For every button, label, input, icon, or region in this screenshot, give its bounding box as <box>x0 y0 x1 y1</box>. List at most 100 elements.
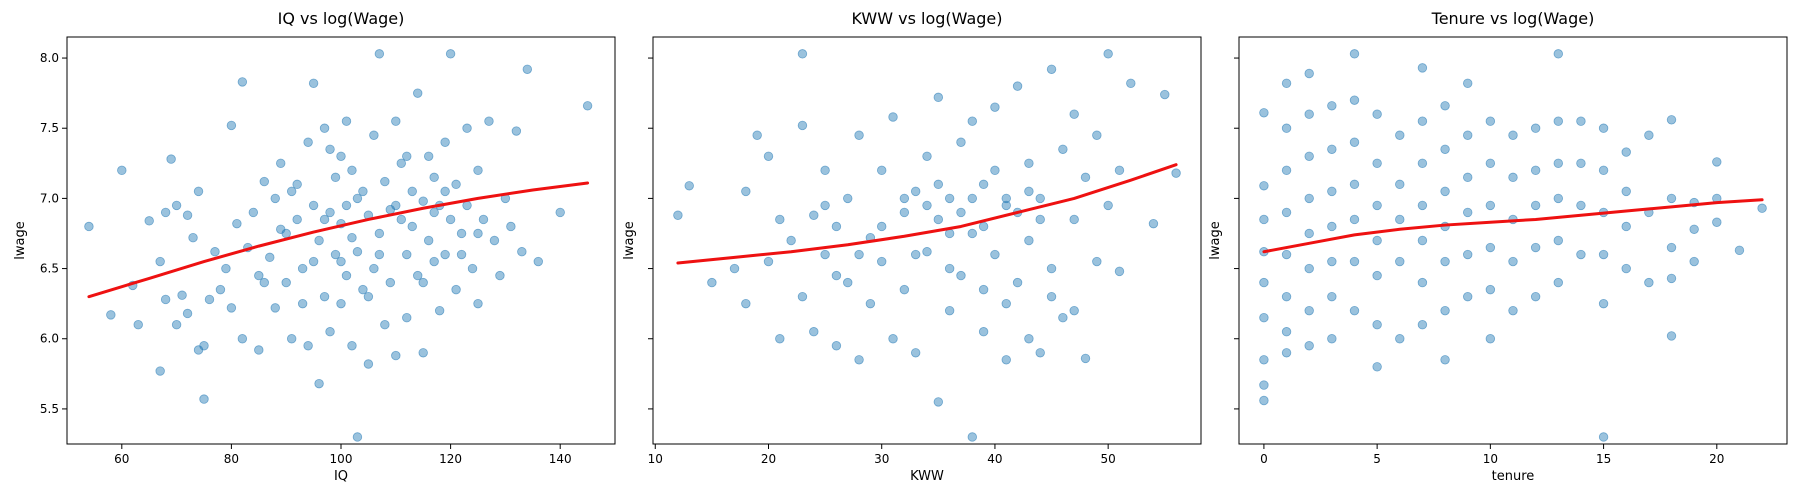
chart-panel-3: Tenure vs log(Wage) 0 5 10 15 20 tenure lwage <box>1208 9 1788 484</box>
scatter-point <box>1012 81 1023 91</box>
scatter-point <box>775 334 785 344</box>
x-tick-label: 5 <box>1373 452 1381 466</box>
scatter-point <box>308 78 319 89</box>
scatter-point <box>978 179 989 190</box>
x-tick-label: 10 <box>648 452 663 466</box>
scatter-point <box>1666 115 1677 125</box>
scatter-point <box>473 228 483 239</box>
scatter-point <box>854 249 864 260</box>
scatter-point <box>1327 291 1337 302</box>
scatter-point <box>1001 200 1011 211</box>
scatter-point <box>418 348 428 358</box>
scatter-point <box>1372 235 1382 246</box>
scatter-point <box>1417 277 1428 288</box>
scatter-point <box>1304 109 1314 119</box>
scatter-point <box>456 228 467 239</box>
scatter-point <box>204 294 215 305</box>
scatter-point <box>434 305 445 316</box>
scatter-point <box>1046 64 1057 74</box>
x-tick-label: 80 <box>224 452 239 466</box>
scatter-point <box>319 214 330 225</box>
scatter-point <box>1259 108 1269 118</box>
scatter-point <box>555 207 565 218</box>
scatter-point <box>160 207 171 218</box>
scatter-point <box>380 320 390 330</box>
scatter-point <box>1530 165 1541 176</box>
scatter-point <box>1012 277 1023 288</box>
scatter-point <box>188 232 198 243</box>
scatter-point <box>423 151 434 161</box>
scatter-point <box>429 207 439 218</box>
y-tick-label: 6.5 <box>40 262 59 276</box>
y-axis-label: lwage <box>13 221 28 259</box>
scatter-point <box>215 284 226 295</box>
scatter-point <box>226 303 237 313</box>
scatter-point <box>1598 123 1609 133</box>
scatter-point <box>1395 130 1405 140</box>
scatter-point <box>752 130 762 140</box>
scatter-point <box>1530 123 1541 133</box>
scatter-point <box>809 327 819 337</box>
scatter-point <box>1417 116 1428 126</box>
x-tick-label: 15 <box>1596 452 1611 466</box>
scatter-point <box>1621 263 1631 274</box>
x-tick-label: 60 <box>114 452 129 466</box>
scatter-point <box>775 214 785 225</box>
scatter-point <box>155 366 165 376</box>
scatter-point <box>1001 298 1011 309</box>
trend-line <box>676 163 1178 265</box>
scatter-point <box>396 214 406 225</box>
scatter-point <box>1304 305 1314 316</box>
scatter-point <box>1092 256 1102 267</box>
plot-area <box>673 49 1181 442</box>
scatter-point <box>1372 200 1382 211</box>
scatter-point <box>1001 193 1011 204</box>
scatter-point <box>888 112 898 122</box>
scatter-point <box>336 298 346 309</box>
scatter-point <box>303 341 313 351</box>
scatter-point <box>1327 144 1337 154</box>
scatter-point <box>1160 89 1170 100</box>
plot-frame <box>652 36 1202 445</box>
scatter-point <box>363 291 374 302</box>
scatter-point <box>1463 130 1473 140</box>
scatter-point <box>1024 235 1034 246</box>
scatter-point <box>380 176 390 187</box>
scatter-point <box>1281 207 1292 218</box>
scatter-point <box>166 154 176 164</box>
scatter-point <box>797 291 808 302</box>
scatter-point <box>369 263 379 274</box>
scatter-point <box>407 221 417 232</box>
scatter-point <box>363 359 374 369</box>
scatter-point <box>314 378 324 389</box>
scatter-point <box>978 327 989 337</box>
chart-title: IQ vs log(Wage) <box>278 9 405 28</box>
scatter-point <box>967 116 977 126</box>
scatter-point <box>1171 168 1181 178</box>
x-tick-label: 30 <box>874 452 889 466</box>
scatter-point <box>445 49 456 59</box>
scatter-point <box>1530 242 1541 253</box>
scatter-point <box>1395 334 1405 344</box>
scatter-point <box>308 200 319 211</box>
scatter-point <box>1530 200 1541 211</box>
x-tick-label: 50 <box>1101 452 1116 466</box>
scatter-point <box>1463 172 1473 183</box>
scatter-point <box>391 350 401 361</box>
scatter-point <box>440 249 450 260</box>
scatter-point <box>259 277 269 288</box>
scatter-point <box>1553 116 1563 126</box>
scatter-point <box>1576 200 1586 211</box>
scatter-point <box>347 232 357 243</box>
scatter-point <box>478 214 489 225</box>
scatter-point <box>1508 256 1518 267</box>
scatter-point <box>888 334 898 344</box>
scatter-point <box>1259 380 1269 390</box>
scatter-point <box>1621 186 1631 197</box>
scatter-point <box>1281 78 1292 89</box>
x-tick-label: 20 <box>761 452 776 466</box>
scatter-point <box>325 327 335 337</box>
scatter-point <box>1069 214 1079 225</box>
